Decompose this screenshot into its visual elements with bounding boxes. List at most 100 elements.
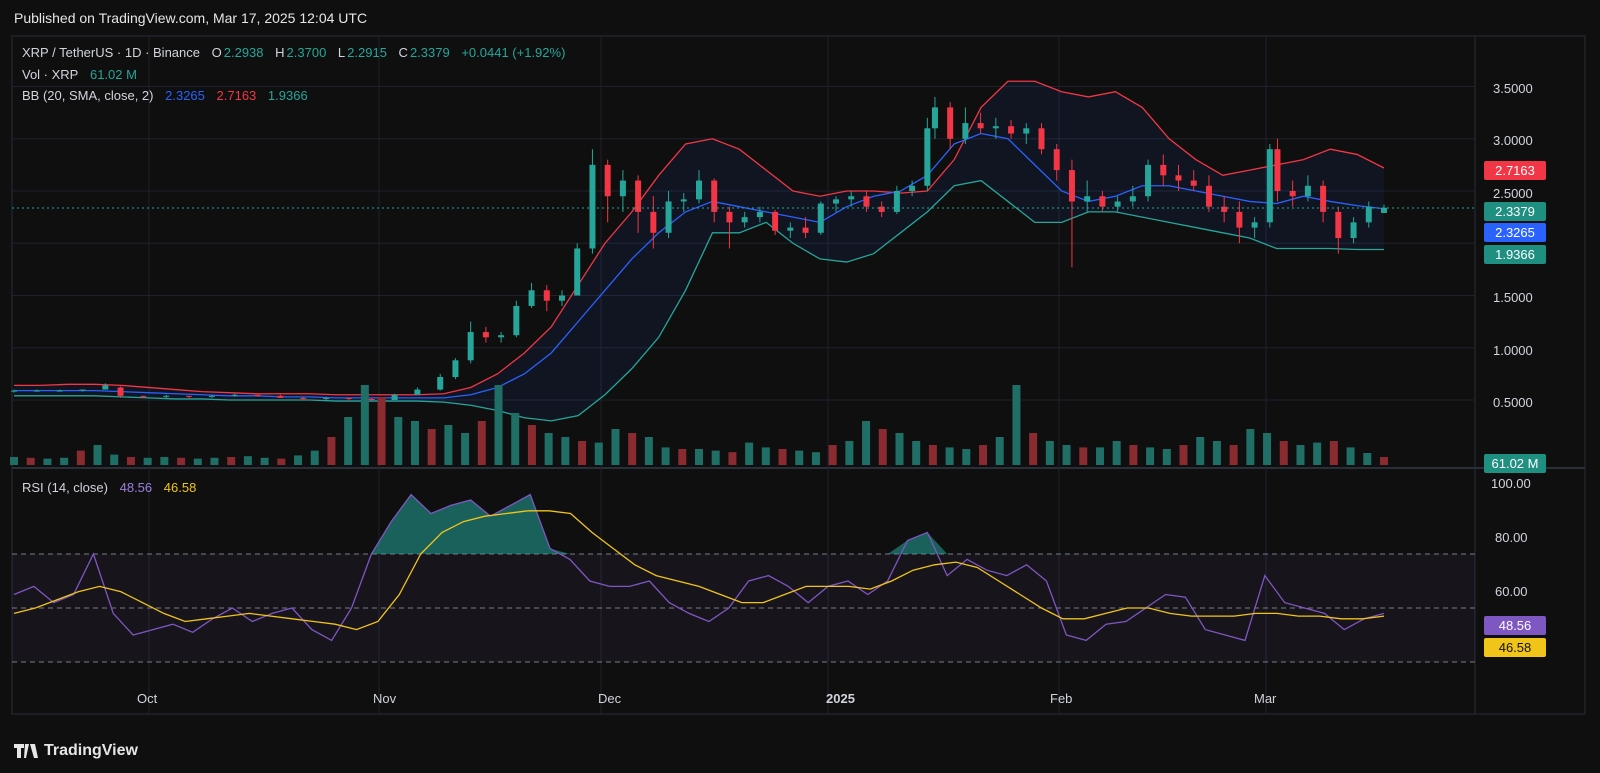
volume-bar bbox=[1045, 441, 1054, 465]
candle-body bbox=[909, 185, 916, 191]
volume-bar bbox=[126, 457, 135, 465]
volume-bar bbox=[43, 458, 52, 465]
volume-bar bbox=[644, 437, 653, 465]
price-axis-tick: 2.5000 bbox=[1493, 186, 1533, 201]
candle-body bbox=[665, 201, 672, 233]
price-axis-tick: 1.0000 bbox=[1493, 343, 1533, 358]
candle-body bbox=[1251, 222, 1258, 228]
volume-bar bbox=[611, 429, 620, 465]
bb-label[interactable]: BB (20, SMA, close, 2) bbox=[22, 88, 154, 103]
rsi-axis-tick: 60.00 bbox=[1495, 584, 1528, 599]
rsi-ma-value: 46.58 bbox=[163, 480, 197, 495]
volume-bar bbox=[1095, 447, 1104, 465]
volume-bar bbox=[477, 421, 486, 465]
candle-body bbox=[741, 217, 748, 223]
time-axis-tick: Nov bbox=[373, 691, 397, 706]
volume-bar bbox=[862, 421, 871, 465]
candle-body bbox=[833, 199, 839, 204]
volume-bar bbox=[594, 442, 603, 465]
ohlc-o-label: O bbox=[211, 45, 222, 60]
candle-body bbox=[863, 196, 870, 207]
candle-body bbox=[1190, 180, 1197, 186]
candle-body bbox=[1274, 149, 1281, 191]
candle-body bbox=[1023, 128, 1030, 134]
candle-body bbox=[391, 394, 398, 400]
volume-bar bbox=[1062, 445, 1071, 465]
volume-bar bbox=[1246, 429, 1255, 465]
rsi-label[interactable]: RSI (14, close) bbox=[22, 480, 108, 495]
volume-bar bbox=[1162, 449, 1171, 465]
volume-bar bbox=[945, 447, 954, 465]
time-axis-tick: Dec bbox=[598, 691, 622, 706]
candle-body bbox=[1236, 211, 1243, 228]
candle-body bbox=[1365, 206, 1372, 223]
candle-body bbox=[140, 395, 147, 397]
candle-body bbox=[1205, 185, 1212, 207]
bb-lower-value: 1.9366 bbox=[267, 88, 308, 103]
bollinger-fill bbox=[14, 81, 1384, 421]
volume-bar bbox=[1313, 442, 1322, 465]
volume-bar bbox=[1296, 445, 1305, 465]
volume-bar bbox=[76, 450, 85, 465]
candle-body bbox=[186, 395, 193, 397]
volume-value: 61.02 M bbox=[89, 67, 137, 82]
price-axis-tick: 3.0000 bbox=[1493, 133, 1533, 148]
volume-bar bbox=[177, 457, 186, 465]
volume-bar bbox=[1179, 445, 1188, 465]
candle-body bbox=[726, 211, 733, 223]
bb-upper-tag: 2.7163 bbox=[1484, 161, 1546, 180]
candle-body bbox=[574, 248, 581, 296]
price-axis-tick: 0.5000 bbox=[1493, 395, 1533, 410]
volume-bar bbox=[728, 452, 737, 465]
candle-body bbox=[56, 390, 63, 392]
ohlc-high: 2.3700 bbox=[286, 45, 327, 60]
time-axis-tick: 2025 bbox=[826, 691, 855, 706]
time-axis-tick: Mar bbox=[1254, 691, 1277, 706]
symbol-title[interactable]: XRP / TetherUS · 1D · Binance bbox=[22, 45, 200, 60]
candle-body bbox=[1221, 206, 1228, 212]
candle-body bbox=[802, 227, 809, 233]
volume-label[interactable]: Vol · XRP bbox=[22, 67, 79, 82]
footer: TradingView bbox=[14, 742, 138, 760]
candle-body bbox=[33, 390, 40, 392]
volume-bar bbox=[427, 429, 436, 465]
brand-name: TradingView bbox=[44, 742, 138, 759]
volume-bar bbox=[410, 421, 419, 465]
volume-bar bbox=[360, 385, 369, 465]
candle-body bbox=[848, 196, 855, 200]
candle-body bbox=[756, 211, 763, 218]
time-axis-tick: Feb bbox=[1050, 691, 1073, 706]
volume-bar bbox=[277, 458, 286, 465]
volume-bar bbox=[795, 450, 804, 465]
candle-body bbox=[277, 395, 284, 398]
candle-body bbox=[414, 389, 421, 395]
volume-bar bbox=[1146, 447, 1155, 465]
volume-bar bbox=[1196, 437, 1205, 465]
candle-body bbox=[878, 206, 885, 212]
volume-bar bbox=[962, 449, 971, 465]
candle-body bbox=[787, 227, 794, 231]
candle-body bbox=[117, 387, 124, 396]
candle-body bbox=[1068, 170, 1075, 202]
volume-bar bbox=[811, 452, 820, 465]
candle-body bbox=[772, 211, 779, 231]
candle-body bbox=[1266, 149, 1273, 223]
volume-bar bbox=[511, 413, 520, 465]
volume-bar bbox=[578, 441, 587, 465]
candle-body bbox=[650, 211, 657, 233]
bb-legend: BB (20, SMA, close, 2) 2.3265 2.7163 1.9… bbox=[22, 88, 310, 103]
volume-bar bbox=[1129, 445, 1138, 465]
candle-body bbox=[231, 394, 238, 396]
volume-legend: Vol · XRP 61.02 M bbox=[22, 67, 139, 82]
ohlc-open: 2.2938 bbox=[223, 45, 264, 60]
volume-bar bbox=[979, 445, 988, 465]
volume-bar bbox=[561, 437, 570, 465]
volume-bar bbox=[1229, 445, 1238, 465]
volume-bar bbox=[1346, 447, 1355, 465]
candle-body bbox=[947, 107, 954, 139]
candle-body bbox=[254, 394, 261, 396]
candle-body bbox=[300, 397, 307, 399]
volume-bar bbox=[678, 449, 687, 465]
volume-bar bbox=[10, 457, 18, 465]
